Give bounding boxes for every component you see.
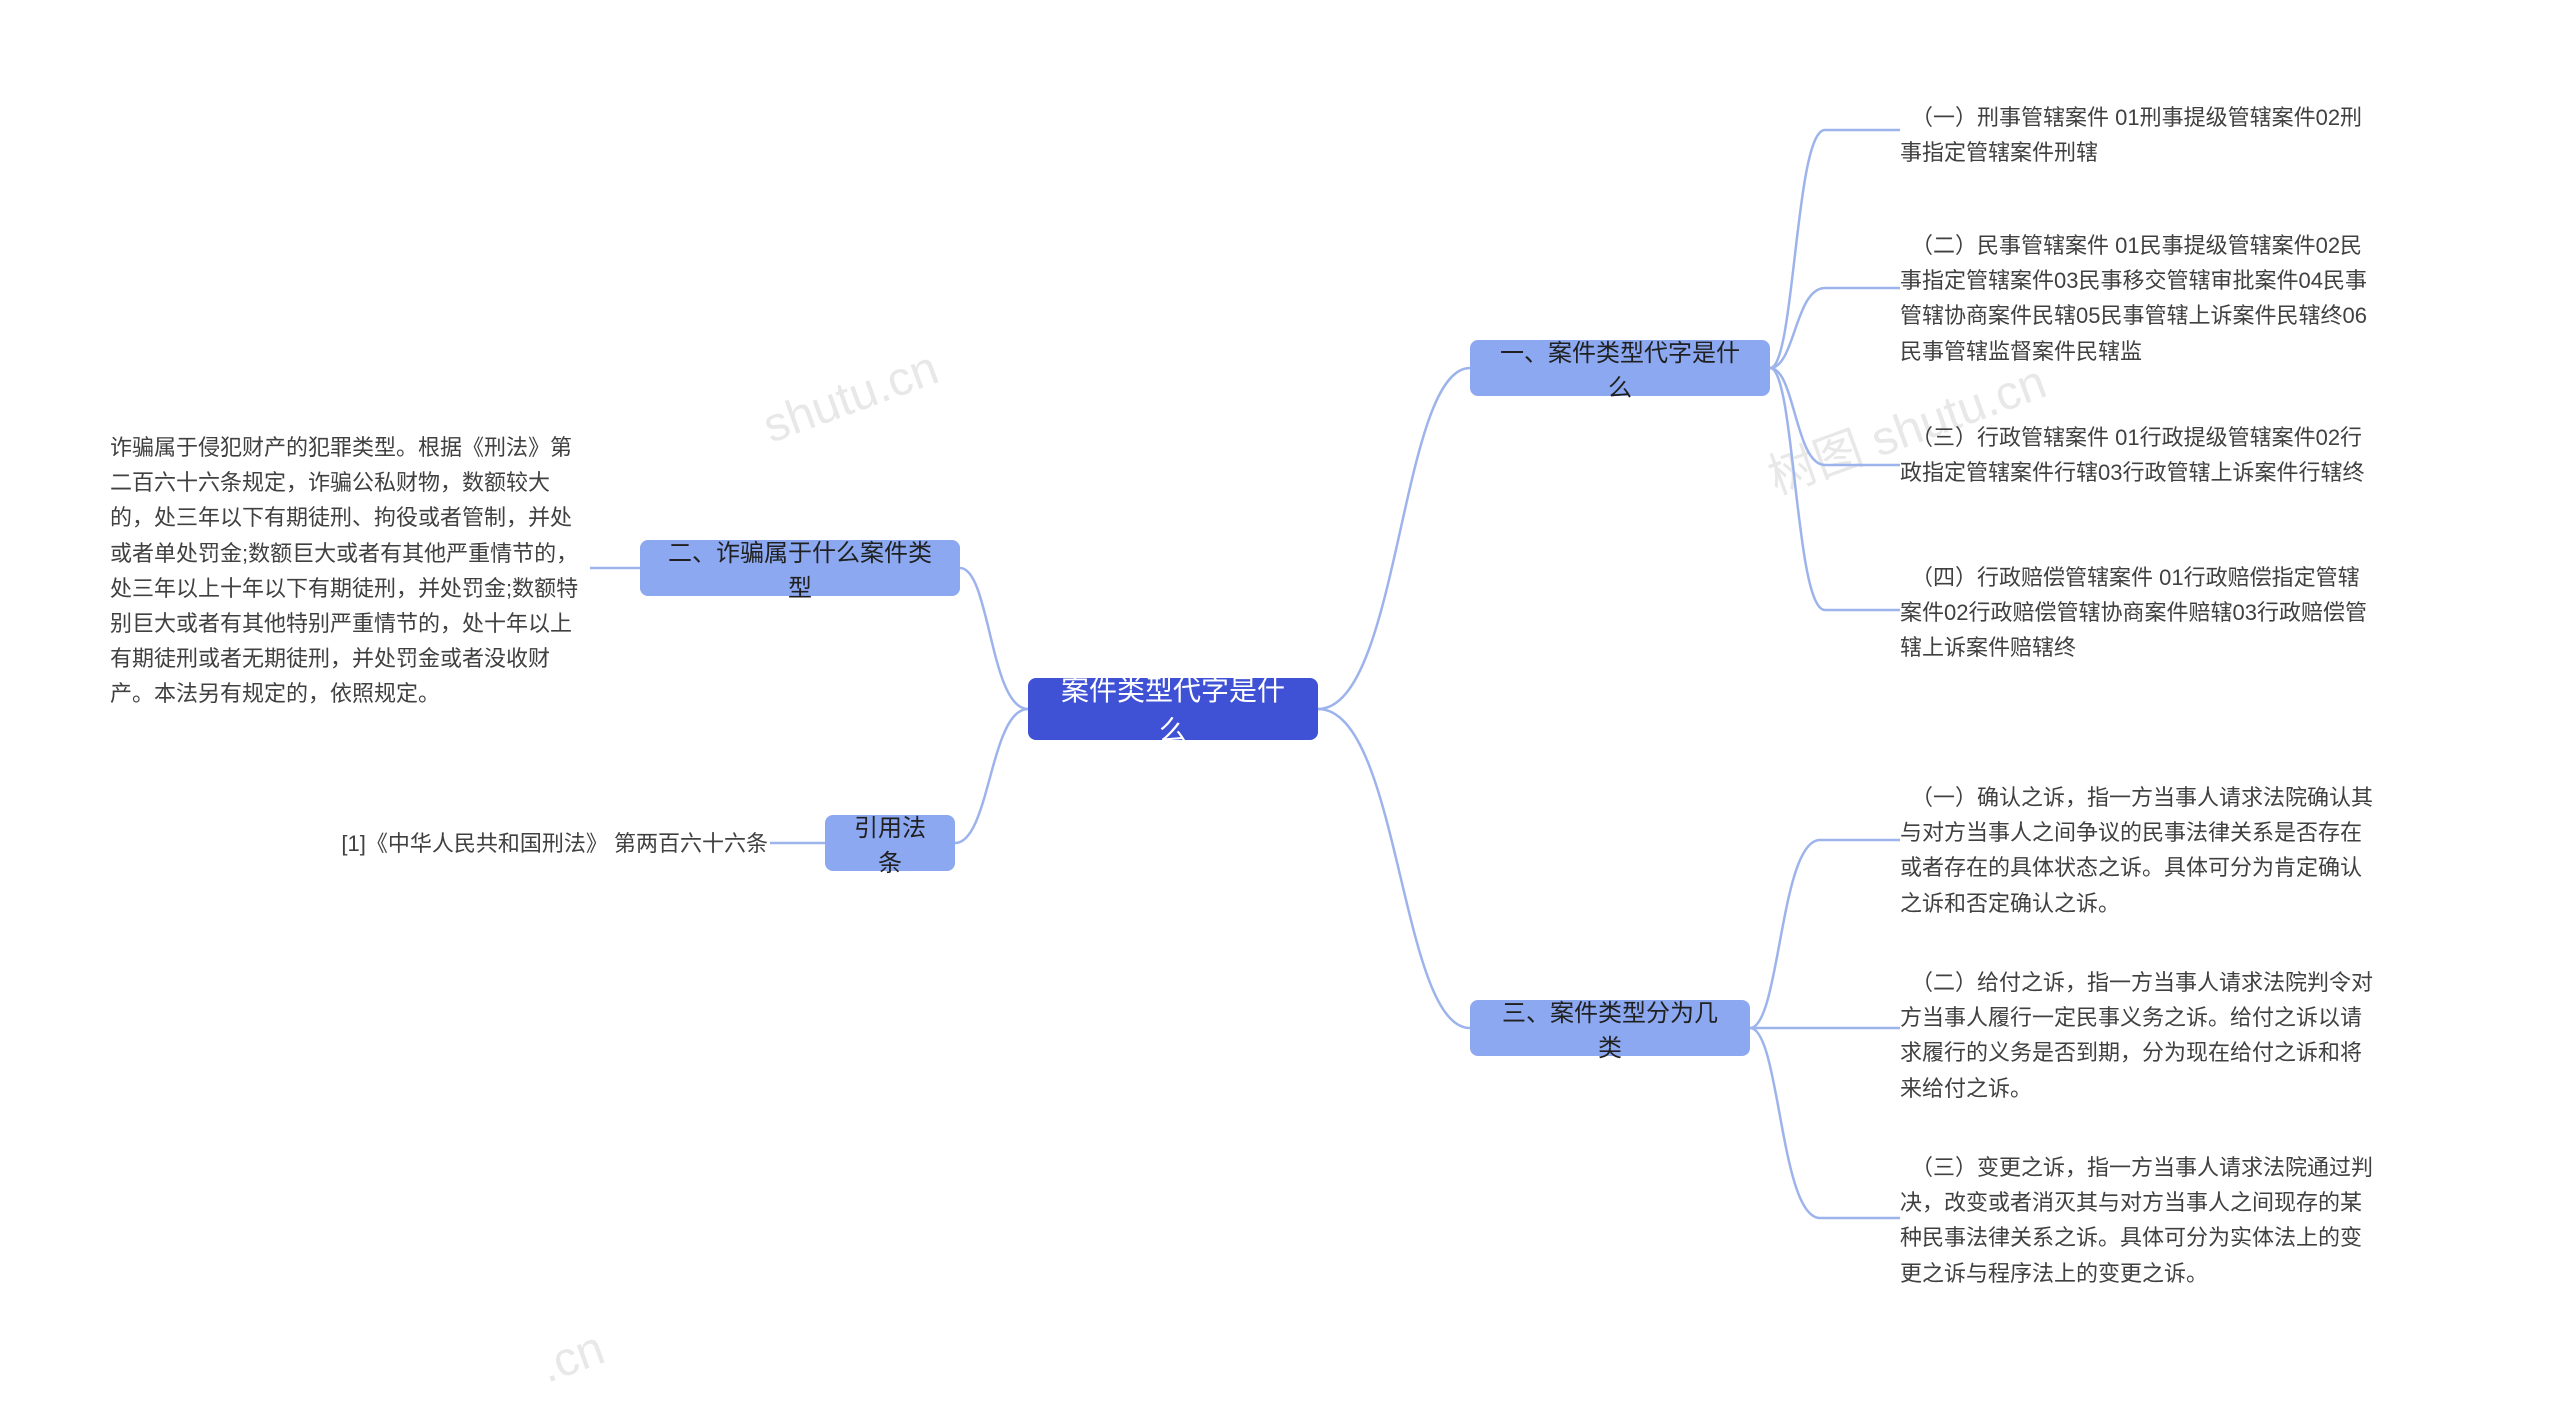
watermark: shutu.cn xyxy=(756,341,945,455)
leaf-b3-3: （三）变更之诉，指一方当事人请求法院通过判决，改变或者消灭其与对方当事人之间现存… xyxy=(1900,1150,2378,1291)
root-node: 案件类型代字是什么 xyxy=(1028,678,1318,740)
leaf-b1-4: （四）行政赔偿管辖案件 01行政赔偿指定管辖案件02行政赔偿管辖协商案件赔辖03… xyxy=(1900,560,2378,666)
leaf-b4-1: [1]《中华人民共和国刑法》 第两百六十六条 xyxy=(290,826,768,861)
leaf-b3-1: （一）确认之诉，指一方当事人请求法院确认其与对方当事人之间争议的民事法律关系是否… xyxy=(1900,780,2378,921)
leaf-b1-1: （一）刑事管辖案件 01刑事提级管辖案件02刑事指定管辖案件刑辖 xyxy=(1900,100,2378,170)
watermark: .cn xyxy=(533,1321,612,1395)
leaf-b3-2: （二）给付之诉，指一方当事人请求法院判令对方当事人履行一定民事义务之诉。给付之诉… xyxy=(1900,965,2378,1106)
branch-case-type-code: 一、案件类型代字是什么 xyxy=(1470,340,1770,396)
branch-cite-law: 引用法条 xyxy=(825,815,955,871)
leaf-b1-3: （三）行政管辖案件 01行政提级管辖案件02行政指定管辖案件行辖03行政管辖上诉… xyxy=(1900,420,2378,490)
bracket-b3 xyxy=(1750,780,1900,1310)
leaf-b1-2: （二）民事管辖案件 01民事提级管辖案件02民事指定管辖案件03民事移交管辖审批… xyxy=(1900,228,2378,369)
bracket-b1 xyxy=(1770,90,1900,665)
leaf-b2-1: 诈骗属于侵犯财产的犯罪类型。根据《刑法》第二百六十六条规定，诈骗公私财物，数额较… xyxy=(110,430,588,712)
branch-fraud-type: 二、诈骗属于什么案件类型 xyxy=(640,540,960,596)
branch-case-type-categories: 三、案件类型分为几类 xyxy=(1470,1000,1750,1056)
